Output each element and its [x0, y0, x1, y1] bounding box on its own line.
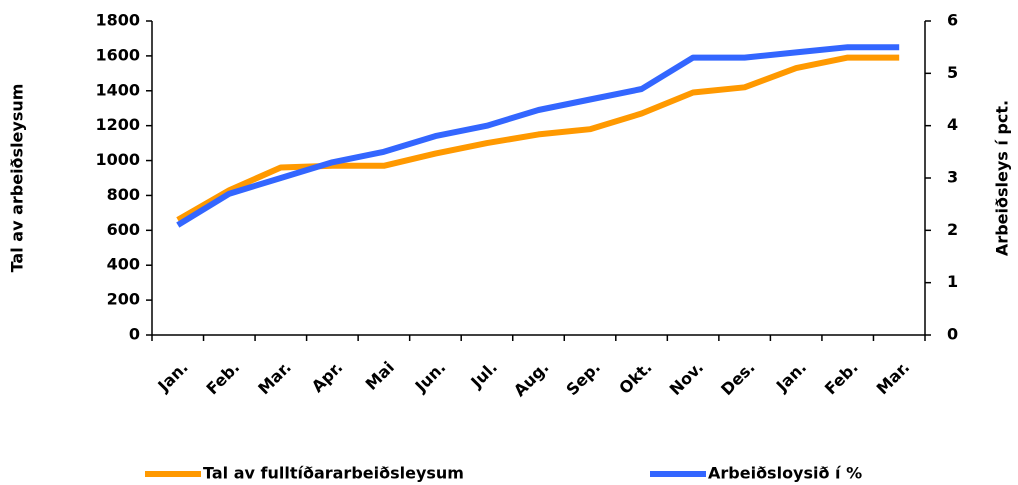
y-tick-label: 0	[129, 325, 140, 344]
y-axis-title: Tal av arbeiðsleysum	[8, 84, 27, 273]
x-tick-label: Jul.	[466, 358, 501, 393]
x-tick-label: Feb.	[821, 358, 862, 399]
y-tick-label: 1400	[95, 80, 140, 99]
x-tick-label: Des.	[717, 358, 759, 400]
x-tick-label: Apr.	[308, 358, 347, 397]
y-tick-label: 600	[107, 220, 140, 239]
y-tick-label: 1800	[95, 11, 140, 30]
series-line	[176, 54, 900, 223]
y2-tick-label: 3	[947, 168, 958, 187]
x-tick-label: Jan.	[153, 358, 191, 396]
legend-label: Tal av fulltíðararbeiðsleysum	[203, 464, 464, 483]
x-tick-label: Aug.	[510, 358, 553, 401]
y-tick-label: 1600	[95, 45, 140, 64]
y-tick-label: 800	[107, 185, 140, 204]
y-tick-label: 1200	[95, 115, 140, 134]
y-tick-label: 1000	[95, 150, 140, 169]
x-tick-label: Sep.	[562, 358, 604, 400]
y-tick-label: 200	[107, 290, 140, 309]
x-tick-label: Feb.	[203, 358, 244, 399]
x-tick-label: Jan.	[772, 358, 810, 396]
y2-tick-label: 4	[947, 115, 958, 134]
y2-tick-label: 2	[947, 220, 958, 239]
x-tick-label: Okt.	[615, 358, 655, 398]
x-tick-label: Mar.	[873, 358, 914, 399]
x-tick-label: Nov.	[666, 358, 707, 399]
series-line	[176, 44, 900, 228]
x-tick-label: Mai	[362, 358, 398, 394]
legend-label: Arbeiðsloysið í %	[708, 464, 862, 483]
y2-tick-label: 5	[947, 63, 958, 82]
y2-tick-label: 6	[947, 11, 958, 30]
y-tick-label: 400	[107, 255, 140, 274]
y2-tick-label: 0	[947, 325, 958, 344]
y2-tick-label: 1	[947, 272, 958, 291]
y2-axis-title: Arbeiðsleys í pct.	[993, 100, 1012, 256]
x-tick-label: Jun.	[411, 358, 450, 397]
x-tick-label: Mar.	[254, 358, 295, 399]
